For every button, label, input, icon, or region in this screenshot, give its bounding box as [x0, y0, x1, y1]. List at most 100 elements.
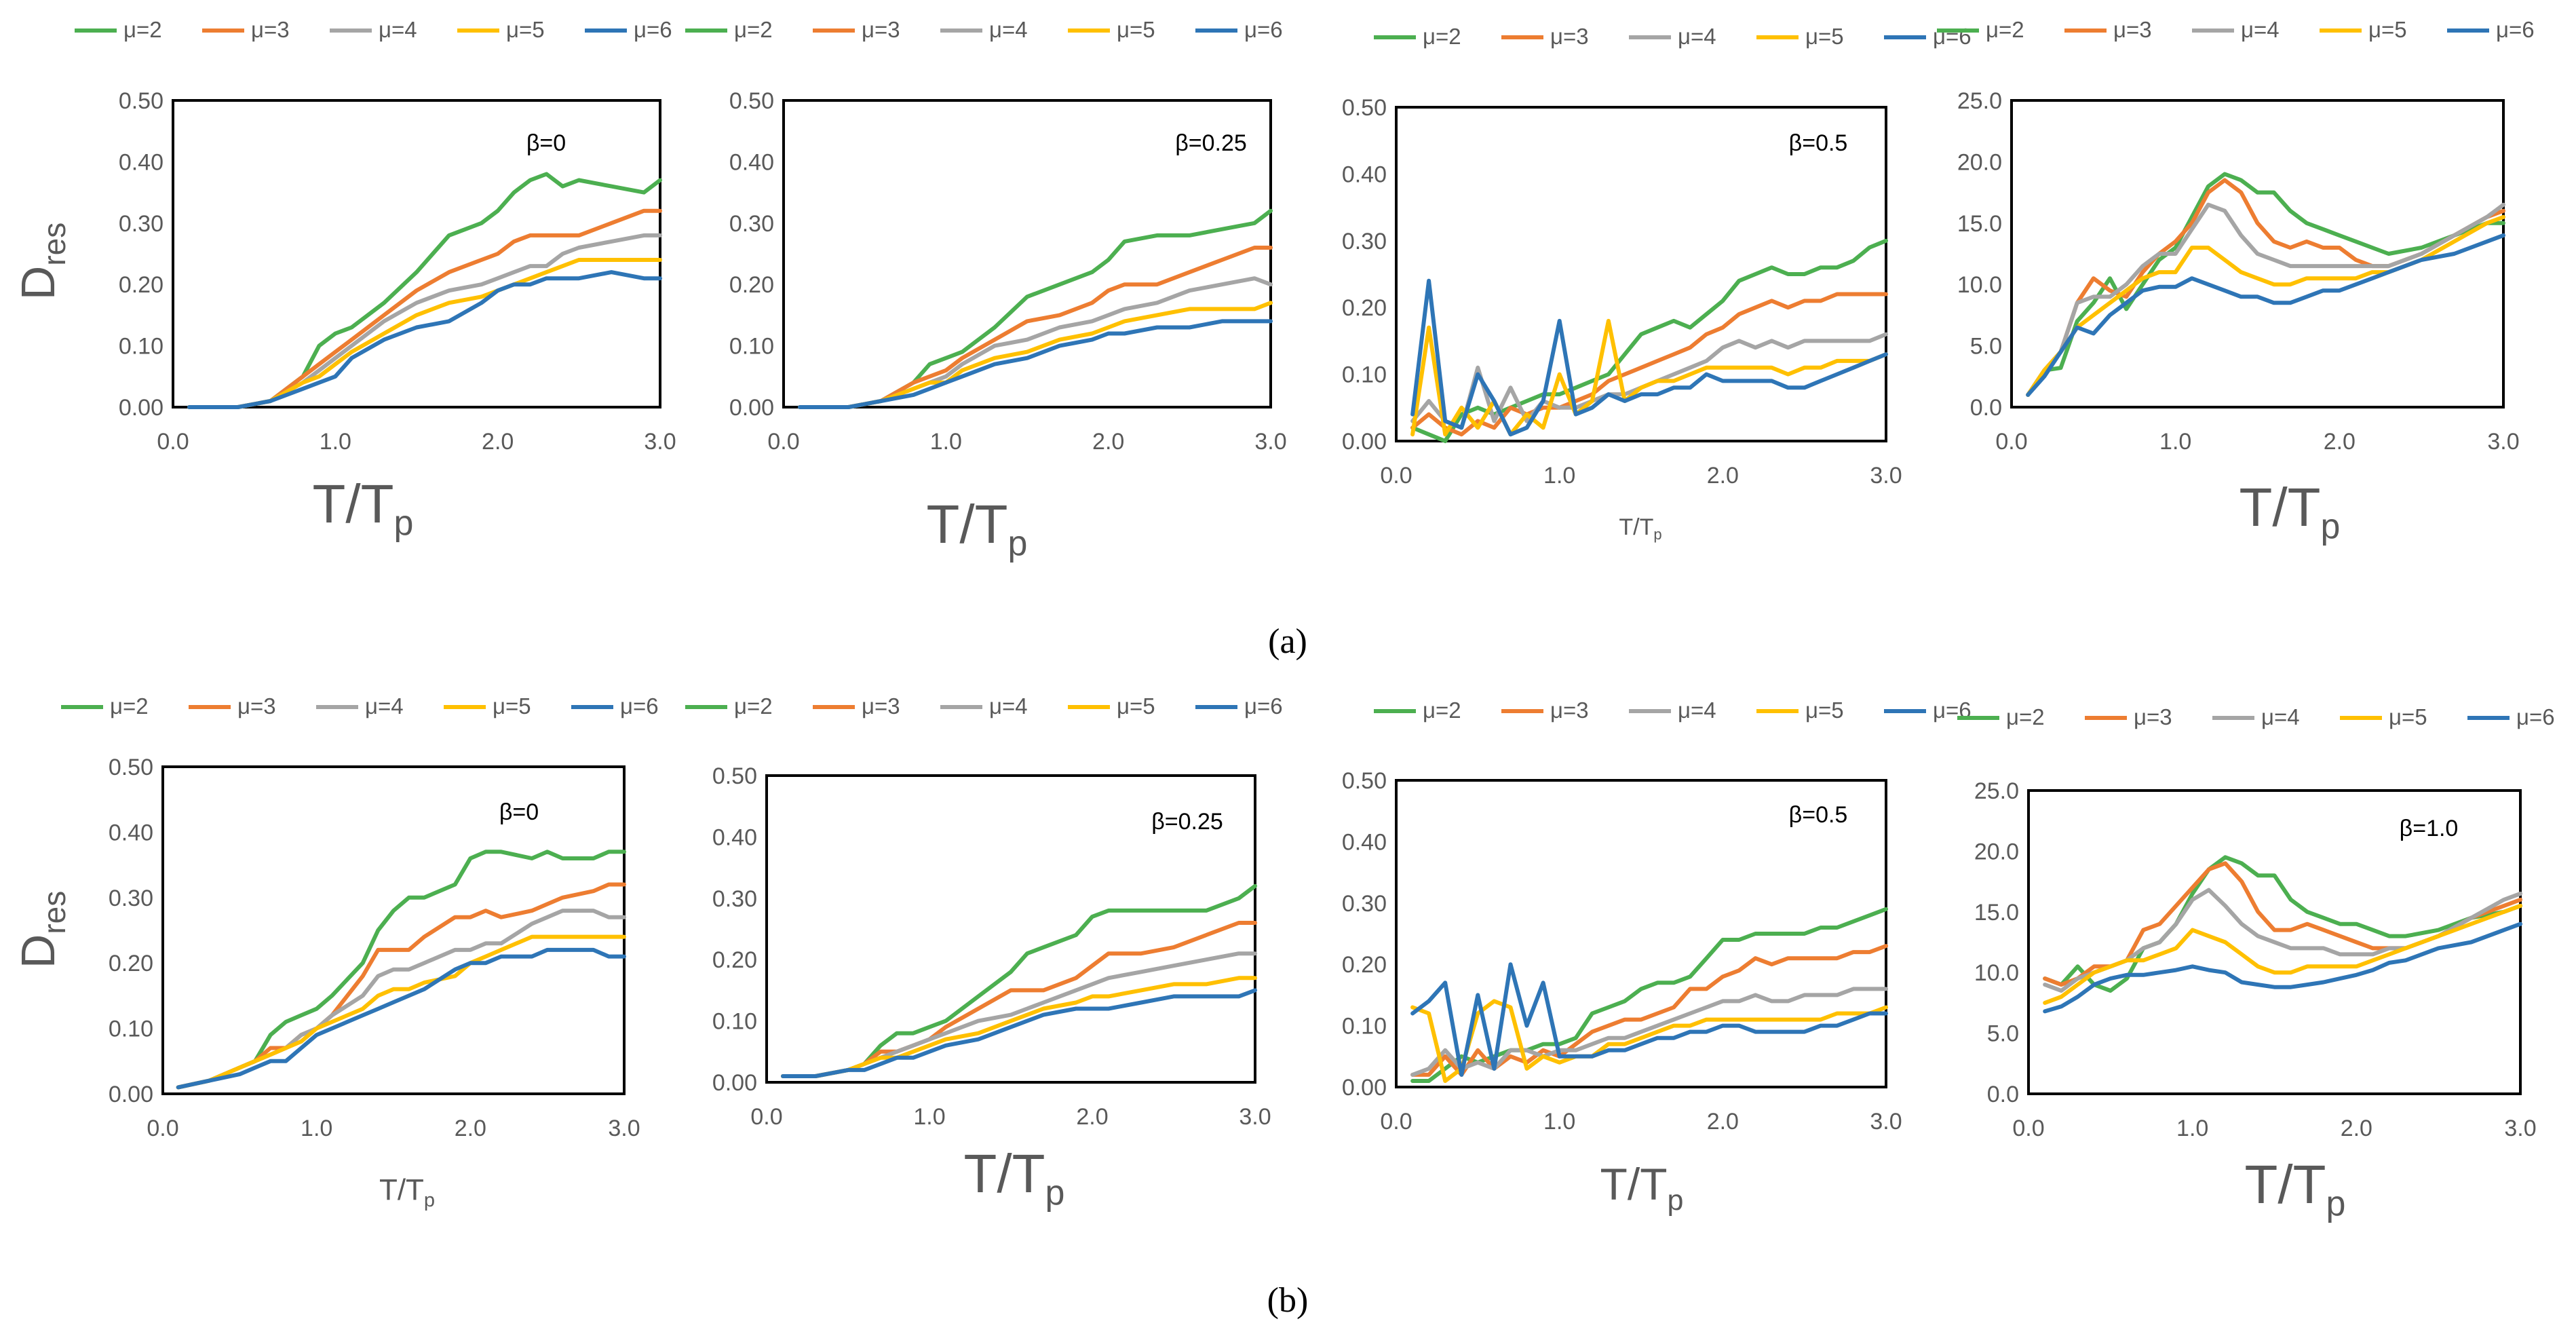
legend-label: μ=4 — [1678, 698, 1716, 723]
legend-label: μ=2 — [123, 17, 162, 42]
x-tick-label: 1.0 — [1543, 1109, 1575, 1135]
y-tick-label: 0.50 — [1342, 768, 1387, 794]
x-tick-label: 2.0 — [1707, 463, 1739, 489]
legend-label: μ=2 — [110, 693, 149, 719]
series-line-mu5 — [187, 258, 662, 409]
y-tick-label: 20.0 — [1974, 839, 2019, 864]
beta-annotation: β=0.25 — [1151, 809, 1223, 835]
series-line-mu4 — [1410, 987, 1888, 1077]
x-axis-title: T/Tp — [964, 1143, 1065, 1213]
x-tick-label: 2.0 — [482, 429, 514, 455]
y-tick-label: 0.10 — [119, 334, 164, 360]
x-tick-label: 0.0 — [1995, 429, 2027, 455]
legend-label: μ=2 — [2006, 704, 2045, 729]
y-tick-label: 10.0 — [1974, 960, 2019, 986]
chart-panel-a2: 0.00 0.10 0.20 0.30 0.40 0.50 0.0 1.0 2.0 3.0 μ=2 μ… — [685, 17, 1287, 563]
legend-label: μ=4 — [989, 693, 1028, 719]
y-tick-label: 0.20 — [1342, 952, 1387, 978]
x-tick-label: 2.0 — [2341, 1116, 2372, 1141]
x-tick-label: 3.0 — [644, 429, 676, 455]
y-tick-label: 5.0 — [1987, 1021, 2019, 1047]
chart-panel-b3: 0.00 0.10 0.20 0.30 0.40 0.50 0.0 1.0 2.0 3.0 μ=2 μ… — [1342, 698, 1972, 1217]
beta-annotation: β=1.0 — [2400, 816, 2459, 841]
x-tick-label: 3.0 — [1870, 463, 1902, 489]
x-tick-label: 3.0 — [1254, 429, 1286, 455]
legend-label: μ=6 — [2496, 17, 2535, 42]
y-axis-title: Dres — [12, 891, 72, 968]
y-tick-label: 0.20 — [119, 272, 164, 298]
y-tick-label: 0.0 — [1970, 395, 2002, 421]
legend-label: μ=5 — [1117, 17, 1155, 42]
x-tick-label: 3.0 — [1239, 1104, 1271, 1130]
series-line-mu5 — [1410, 318, 1888, 437]
y-tick-label: 0.00 — [1342, 429, 1387, 455]
beta-annotation: β=0.25 — [1175, 130, 1247, 156]
legend-label: μ=3 — [1550, 24, 1589, 49]
legend-label: μ=2 — [734, 17, 773, 42]
y-tick-label: 0.50 — [1342, 95, 1387, 121]
legend-label: μ=4 — [1678, 24, 1716, 49]
legend-label: μ=2 — [1423, 698, 1461, 723]
chart-panel-b4: 0.0 5.0 10.0 15.0 20.0 25.0 0.0 1.0 2.0 3.0 μ=2 μ=3… — [1957, 704, 2555, 1223]
y-tick-label: 0.40 — [109, 820, 153, 845]
x-tick-label: 0.0 — [767, 429, 799, 455]
x-tick-label: 2.0 — [1076, 1104, 1108, 1130]
caption-b: (b) — [1267, 1281, 1309, 1320]
legend-label: μ=4 — [379, 17, 417, 42]
legend-label: μ=3 — [2113, 17, 2152, 42]
x-tick-label: 1.0 — [930, 429, 962, 455]
series-line-mu2 — [187, 172, 662, 409]
y-tick-label: 0.10 — [109, 1016, 153, 1042]
x-tick-label: 1.0 — [913, 1104, 945, 1130]
y-tick-label: 5.0 — [1970, 334, 2002, 360]
y-tick-label: 0.40 — [1342, 829, 1387, 855]
x-tick-label: 0.0 — [2012, 1116, 2044, 1141]
y-tick-label: 0.30 — [1342, 891, 1387, 917]
x-tick-label: 1.0 — [1543, 463, 1575, 489]
y-tick-label: 0.0 — [1987, 1082, 2019, 1107]
beta-annotation: β=0.5 — [1789, 130, 1848, 156]
y-tick-label: 0.30 — [729, 211, 774, 237]
y-tick-label: 0.00 — [109, 1082, 153, 1107]
caption-a: (a) — [1268, 622, 1307, 661]
legend-label: μ=5 — [506, 17, 545, 42]
x-tick-label: 1.0 — [320, 429, 351, 455]
legend-label: μ=4 — [2241, 17, 2280, 42]
x-axis-title: T/Tp — [379, 1173, 435, 1211]
series-line-mu6 — [2026, 233, 2505, 397]
legend-label: μ=2 — [1423, 24, 1461, 49]
x-axis-title: T/Tp — [2245, 1154, 2346, 1223]
x-tick-label: 2.0 — [1707, 1109, 1739, 1135]
legend-label: μ=3 — [237, 693, 276, 719]
series-line-mu2 — [2043, 855, 2522, 993]
y-tick-label: 0.40 — [119, 149, 164, 175]
x-tick-label: 2.0 — [2324, 429, 2356, 455]
x-tick-label: 3.0 — [2487, 429, 2519, 455]
x-tick-label: 0.0 — [157, 429, 189, 455]
x-tick-label: 3.0 — [2504, 1116, 2536, 1141]
y-tick-label: 0.10 — [712, 1009, 757, 1035]
y-axis-title: Dres — [12, 223, 72, 300]
x-tick-label: 1.0 — [301, 1116, 332, 1141]
y-tick-label: 0.20 — [712, 947, 757, 973]
beta-annotation: β=0 — [499, 799, 539, 825]
series-line-mu3 — [187, 208, 662, 409]
x-axis-title: T/Tp — [1619, 514, 1661, 543]
series-line-mu5 — [2043, 903, 2522, 1005]
legend-label: μ=5 — [2389, 704, 2427, 729]
series-line-mu6 — [1410, 962, 1888, 1077]
plot-frame — [765, 774, 1256, 1084]
chart-panel-a3: 0.00 0.10 0.20 0.30 0.40 0.50 0.0 1.0 2.0 3.0 μ=2 μ… — [1342, 24, 1972, 543]
legend-label: μ=3 — [1550, 698, 1589, 723]
x-tick-label: 2.0 — [1092, 429, 1124, 455]
legend-label: μ=4 — [989, 17, 1028, 42]
y-tick-label: 0.00 — [729, 395, 774, 421]
series-line-mu3 — [797, 246, 1273, 409]
x-tick-label: 3.0 — [1870, 1109, 1902, 1135]
legend-label: μ=6 — [2516, 704, 2555, 729]
y-tick-label: 15.0 — [1974, 900, 2019, 926]
series-line-mu6 — [797, 319, 1273, 409]
x-axis-title: T/Tp — [1600, 1159, 1684, 1217]
y-tick-label: 0.50 — [119, 88, 164, 114]
legend-label: μ=6 — [620, 693, 659, 719]
